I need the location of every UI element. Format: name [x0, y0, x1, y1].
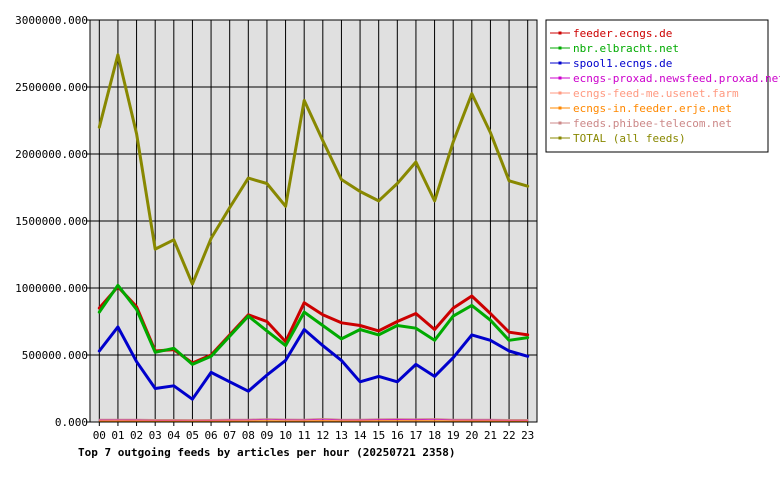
x-tick-label: 14	[353, 429, 367, 442]
x-tick-label: 23	[521, 429, 534, 442]
legend-marker	[558, 31, 562, 35]
y-axis-ticks: 0.000 500000.000 1000000.000 1500000.000 200…	[15, 14, 90, 429]
chart-caption: Top 7 outgoing feeds by articles per hou…	[78, 446, 456, 459]
x-tick-label: 06	[204, 429, 217, 442]
legend-marker	[558, 61, 562, 65]
x-axis-ticks: 00 01 02 03 04 05 06 07 08 09 10 11 12 13 14 15 16 17 18 19…	[93, 422, 534, 442]
x-tick-label: 05	[186, 429, 199, 442]
series-line	[98, 418, 529, 421]
x-tick-label: 20	[465, 429, 478, 442]
legend-label: feeds.phibee-telecom.net	[573, 117, 732, 130]
x-tick-label: 00	[93, 429, 106, 442]
x-tick-label: 18	[428, 429, 441, 442]
legend: feeder.ecngs.de nbr.elbracht.net spool1.ec…	[545, 19, 780, 153]
x-tick-label: 07	[223, 429, 236, 442]
series-line	[97, 283, 530, 366]
series-line	[98, 418, 529, 421]
x-tick-label: 12	[316, 429, 329, 442]
legend-label: ecngs-proxad.newsfeed.proxad.net	[573, 72, 780, 85]
x-tick-label: 08	[242, 429, 255, 442]
legend-box	[545, 19, 769, 153]
y-tick-label: 500000.000	[22, 349, 88, 362]
legend-marker	[558, 121, 562, 125]
x-tick-label: 15	[372, 429, 385, 442]
x-tick-label: 16	[391, 429, 404, 442]
legend-label: TOTAL (all feeds)	[573, 132, 686, 145]
x-tick-label: 10	[279, 429, 292, 442]
series-line	[97, 53, 530, 286]
series-lines	[97, 53, 530, 422]
y-tick-label: 1500000.000	[15, 215, 88, 228]
x-tick-label: 21	[484, 429, 497, 442]
x-tick-label: 13	[335, 429, 348, 442]
legend-marker	[558, 106, 562, 110]
x-tick-label: 01	[111, 429, 124, 442]
x-tick-label: 04	[167, 429, 181, 442]
legend-label: feeder.ecngs.de	[573, 27, 672, 40]
legend-marker	[558, 46, 562, 50]
x-tick-label: 11	[298, 429, 311, 442]
y-tick-label: 1000000.000	[15, 282, 88, 295]
x-tick-label: 03	[149, 429, 162, 442]
legend-label: spool1.ecngs.de	[573, 57, 672, 70]
y-tick-label: 3000000.000	[15, 14, 88, 27]
grid	[90, 19, 537, 423]
series-line	[97, 325, 530, 401]
legend-label: ecngs-feed-me.usenet.farm	[573, 87, 739, 100]
x-tick-label: 09	[260, 429, 273, 442]
plot-frame	[89, 19, 538, 423]
x-tick-label: 02	[130, 429, 143, 442]
legend-marker	[558, 91, 562, 95]
legend-label: nbr.elbracht.net	[573, 42, 679, 55]
x-tick-label: 19	[447, 429, 460, 442]
y-tick-label: 2500000.000	[15, 81, 88, 94]
legend-label: ecngs-in.feeder.erje.net	[573, 102, 732, 115]
x-tick-label: 17	[409, 429, 422, 442]
x-tick-label: 22	[502, 429, 515, 442]
y-tick-label: 2000000.000	[15, 148, 88, 161]
legend-marker	[558, 76, 562, 80]
legend-marker	[558, 136, 562, 140]
y-tick-label: 0.000	[55, 416, 88, 429]
